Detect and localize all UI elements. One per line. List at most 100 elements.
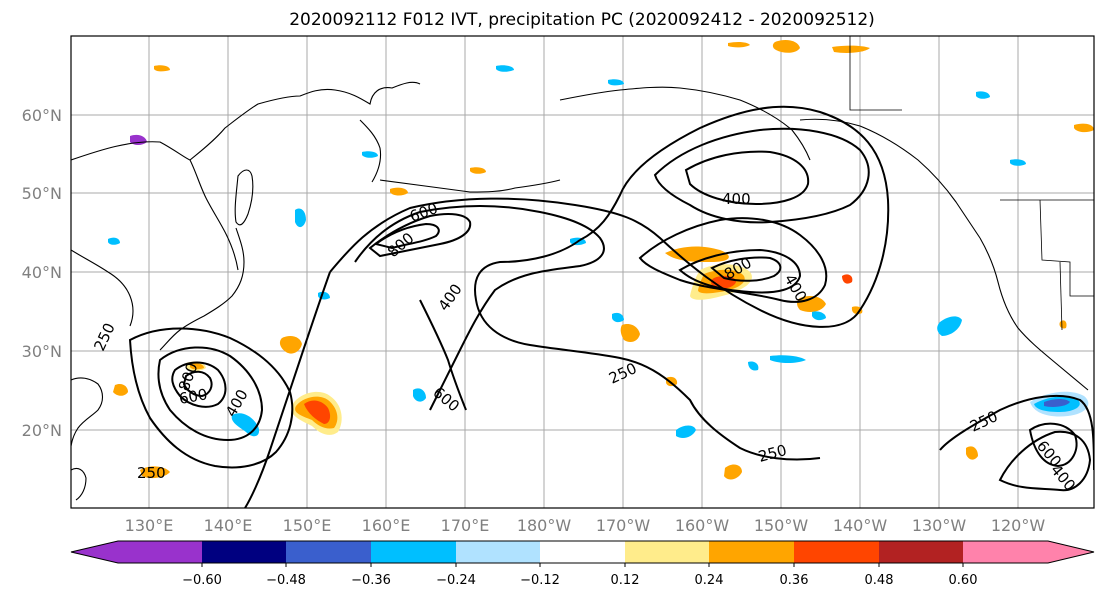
lon-label: 160°W [675, 516, 730, 535]
precip-pos-blob [154, 65, 170, 72]
longitude-labels: 130°E 140°E 150°E 160°E 170°E 180°W 170°… [125, 516, 1046, 535]
precip-neg-blob [295, 208, 306, 228]
colorbar-tick-label: −0.60 [182, 573, 222, 588]
lat-label: 40°N [22, 263, 62, 282]
precip-pos-blob [470, 167, 486, 174]
map-title: 2020092112 F012 IVT, precipitation PC (2… [289, 10, 875, 30]
precip-neg-blob [976, 91, 990, 99]
lon-label: 170°E [441, 516, 490, 535]
coastline-alaska [559, 86, 811, 161]
colorbar-segment [540, 541, 625, 563]
precip-neg-blob [748, 361, 759, 371]
contour-label: 250 [137, 464, 166, 482]
colorbar-tick-label: 0.36 [780, 573, 809, 588]
lon-label: 140°E [204, 516, 253, 535]
ivt-contour-400 [653, 127, 870, 224]
colorbar-tick-label: −0.12 [520, 573, 560, 588]
precip-neg-blob [676, 425, 696, 438]
precip-pos-blob [772, 40, 800, 53]
lat-label: 60°N [22, 106, 62, 125]
coastline-korea [71, 249, 134, 327]
precip-neg-blob [1044, 399, 1070, 407]
lon-label: 170°W [596, 516, 651, 535]
colorbar-tick-label: −0.48 [266, 573, 306, 588]
colorbar-tick-label: −0.36 [351, 573, 391, 588]
coastline-taiwan [71, 467, 87, 501]
political-borders [849, 36, 1094, 331]
precip-pos-blob [140, 466, 170, 479]
colorbar-segment [709, 541, 794, 563]
precip-neg-blob [413, 388, 426, 402]
precip-neg-blob [770, 355, 806, 363]
border-us-states [1039, 199, 1094, 297]
precip-pos-blob [832, 45, 870, 53]
lon-label: 150°E [283, 516, 332, 535]
colorbar-segment [625, 541, 709, 563]
coastline-hokkaido [234, 169, 254, 226]
colorbar-segment [879, 541, 963, 563]
coastline-sakhalin [189, 159, 239, 271]
ivt-contour-250 [474, 239, 821, 461]
ivt-contour-400 [998, 430, 1092, 492]
border-us-states-2 [1059, 261, 1063, 331]
precip-pos-blob [304, 400, 331, 424]
lon-label: 140°W [833, 516, 888, 535]
ivt-contour-400 [638, 217, 828, 303]
colorbar-segment [794, 541, 879, 563]
ivt-contour-600 [684, 150, 810, 206]
lon-label: 160°E [362, 516, 411, 535]
precip-pos-blob [966, 446, 978, 460]
precip-pos-blob [842, 274, 853, 284]
precip-pos-blob [1059, 320, 1067, 329]
colorbar-segment [71, 541, 202, 563]
lon-label: 130°E [125, 516, 174, 535]
precip-pos-blob [1074, 123, 1094, 133]
precip-pos-blob [724, 464, 742, 480]
colorbar-tick-label: 0.12 [611, 573, 640, 588]
coastline-asia-north [71, 81, 421, 161]
colorbar-tick-label: −0.24 [436, 573, 476, 588]
precip-neg-blob [612, 312, 624, 323]
ivt-contour-250 [329, 105, 890, 328]
ivt-contour-250 [128, 327, 294, 469]
precip-neg-blob [108, 237, 120, 245]
precip-neg-blob [496, 65, 514, 72]
coastline-kamchatka [359, 119, 382, 183]
ivt-contour-400 [354, 205, 605, 411]
lon-label: 130°W [912, 516, 967, 535]
ivt-contour-800 [182, 370, 213, 398]
lon-label: 180°W [517, 516, 572, 535]
precip-neg-blob [812, 311, 826, 321]
colorbar-segment [963, 541, 1094, 563]
ivt-contour-800 [710, 256, 782, 282]
map-area: 250 250 250 250 250 400 400 400 400 400 … [71, 36, 1094, 508]
colorbar-segment [456, 541, 540, 563]
precip-neg-blob [362, 151, 378, 158]
lat-label: 50°N [22, 184, 62, 203]
ivt-contour-600 [368, 213, 472, 258]
precip-pos-blob [390, 187, 408, 196]
precip-pos-blob [851, 306, 863, 315]
ivt-contour-600 [1028, 422, 1078, 468]
ivt-contour-600 [678, 248, 802, 294]
colorbar-tick-label: 0.48 [865, 573, 894, 588]
precip-pos-blob [620, 324, 640, 342]
precip-pos-blob [728, 41, 750, 48]
contour-label: 600 [178, 385, 209, 408]
ivt-contour-400 [157, 346, 264, 442]
colorbar-outline [70, 540, 1095, 564]
lon-label: 150°W [754, 516, 809, 535]
latitude-labels: 60°N 50°N 40°N 30°N 20°N [22, 106, 62, 440]
colorbar-tick-label: 0.60 [949, 573, 978, 588]
precip-neg-blob [608, 79, 624, 86]
ivt-contour-250 [939, 394, 1094, 471]
precip-pos-blob [113, 383, 128, 396]
colorbar: −0.60 −0.48 −0.36 −0.24 −0.12 0.12 0.24 … [70, 540, 1095, 588]
colorbar-tick-label: 0.24 [695, 573, 724, 588]
colorbar-segment [371, 541, 456, 563]
colorbar-segment [286, 541, 371, 563]
coastline-honshu [159, 227, 245, 351]
ivt-contours [128, 105, 1094, 508]
coastline-north-america-west [979, 237, 1089, 391]
